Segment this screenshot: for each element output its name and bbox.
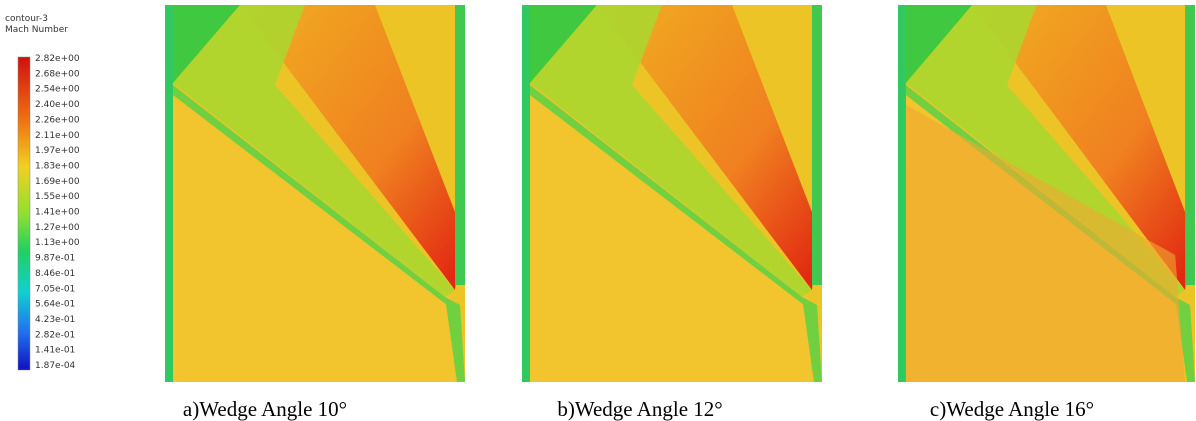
legend-label: 8.46e-01	[35, 269, 75, 279]
legend-label: 1.83e+00	[35, 161, 80, 171]
legend-label: 7.05e-01	[35, 284, 75, 294]
legend-label: 1.69e+00	[35, 177, 80, 187]
caption: b)Wedge Angle 12°	[557, 397, 722, 421]
legend-label: 2.40e+00	[35, 100, 80, 110]
legend-title: contour-3	[5, 14, 48, 24]
contour-b	[522, 5, 822, 382]
figure: contour-3 Mach Number 2.82e+002.68e+002.…	[0, 0, 1196, 421]
legend-label: 1.87e-04	[35, 361, 76, 371]
legend-label: 1.27e+00	[35, 223, 80, 233]
legend-label: 1.97e+00	[35, 146, 80, 156]
colorbar	[18, 57, 30, 370]
legend-subtitle: Mach Number	[5, 25, 68, 35]
contour-a	[165, 5, 465, 382]
legend-label: 1.41e+00	[35, 208, 80, 218]
legend-label: 2.26e+00	[35, 115, 80, 125]
legend-label: 1.13e+00	[35, 238, 80, 248]
caption: a)Wedge Angle 10°	[183, 397, 347, 421]
legend-label: 2.82e+00	[35, 54, 80, 64]
caption: c)Wedge Angle 16°	[930, 397, 1094, 421]
legend-label: 2.82e-01	[35, 330, 75, 340]
legend-label: 9.87e-01	[35, 254, 75, 264]
legend-label: 1.41e-01	[35, 346, 75, 356]
legend-label: 2.68e+00	[35, 69, 80, 79]
legend-label: 1.55e+00	[35, 192, 80, 202]
legend-label: 4.23e-01	[35, 315, 75, 325]
contour-c	[898, 5, 1195, 382]
legend: contour-3 Mach Number 2.82e+002.68e+002.…	[5, 14, 80, 371]
legend-label: 5.64e-01	[35, 300, 75, 310]
legend-label: 2.54e+00	[35, 85, 80, 95]
legend-labels: 2.82e+00 2.68e+00 2.54e+00 2.40e+00 2.26e+00…	[35, 54, 80, 371]
legend-label: 2.11e+00	[35, 131, 80, 141]
